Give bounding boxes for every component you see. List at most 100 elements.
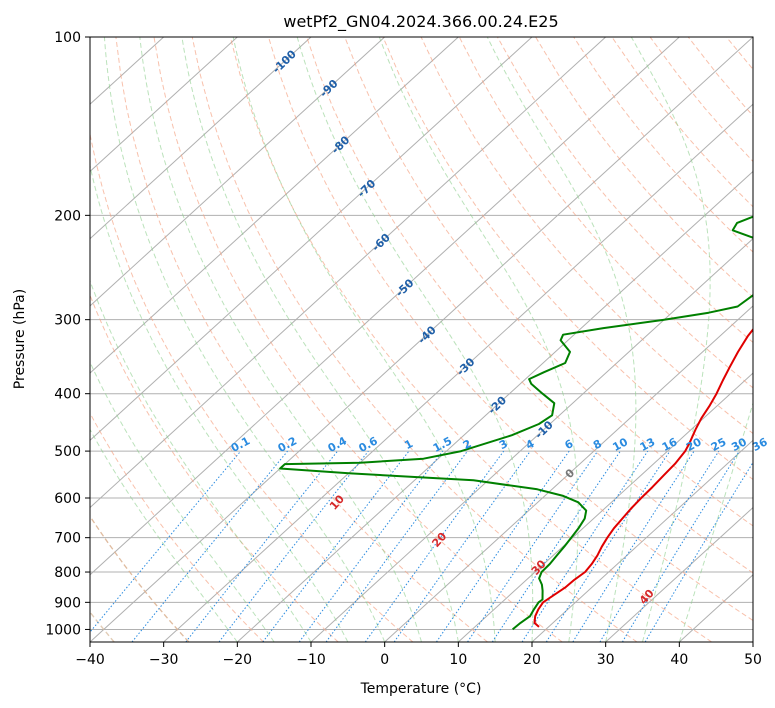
dry-adiabat-170 (726, 37, 753, 71)
isotherm-30 (605, 506, 753, 642)
mixing-ratio-line-30 (621, 450, 740, 642)
mixing-ratio-line-6 (435, 450, 570, 642)
mixing-ratio-label: 0.4 (326, 434, 350, 455)
dry-adiabat-label: 40 (637, 587, 657, 607)
mixing-ratio-label: 0.1 (229, 434, 252, 455)
moist-adiabat-35 (630, 37, 711, 642)
x-tick-label: 10 (449, 652, 467, 668)
moist-adiabat-20 (296, 37, 534, 642)
moist-adiabat--10 (90, 279, 312, 642)
y-tick-label: 900 (54, 595, 81, 611)
moist-adiabat--20 (90, 428, 238, 642)
dry-adiabat-label: 10 (327, 492, 347, 512)
mixing-ratio-label: 20 (684, 435, 704, 454)
mixing-ratio-line-1.5 (298, 450, 444, 642)
isotherm--20 (236, 170, 753, 642)
x-tick-label: −30 (149, 652, 179, 668)
mixing-ratio-label: 0.2 (276, 434, 299, 455)
mixing-ratio-line-0.1 (90, 450, 242, 633)
mixing-ratio-label: 1 (402, 437, 415, 452)
x-tick-label: −40 (75, 652, 105, 668)
moist-adiabat-10 (181, 37, 459, 642)
mixing-ratio-line-20 (572, 450, 695, 642)
isotherm-0 (384, 305, 753, 642)
moist-adiabat-5 (139, 37, 422, 642)
mixing-ratio-line-13 (521, 450, 649, 642)
isotherm-50 (752, 641, 753, 642)
y-tick-label: 400 (54, 387, 81, 403)
mixing-ratio-label: 3 (497, 437, 510, 452)
moist-adiabat-30 (486, 37, 637, 642)
mixing-ratio-line-16 (545, 450, 671, 642)
x-tick-label: 40 (670, 652, 688, 668)
moist-adiabat-40 (678, 401, 753, 642)
dry-adiabat-70 (344, 37, 753, 527)
dry-adiabat-110 (496, 37, 753, 344)
mixing-ratio-label: 10 (610, 435, 630, 454)
dewpoint-profile-line (279, 215, 753, 631)
temperature-profile-line (533, 327, 753, 628)
x-tick-label: 30 (597, 652, 615, 668)
mixing-ratio-line-25 (599, 450, 720, 642)
isotherm--70 (90, 37, 533, 442)
x-axis-label: Temperature (°C) (360, 681, 482, 697)
plot-frame (89, 36, 754, 643)
x-tick-label: 50 (744, 652, 762, 668)
dry-adiabat-30 (191, 37, 638, 642)
y-tick-label: 200 (54, 208, 81, 224)
y-tick-label: 100 (54, 30, 81, 46)
dry-adiabat-50 (268, 37, 753, 622)
x-tick-label: 20 (523, 652, 541, 668)
mixing-ratio-line-10 (491, 450, 621, 642)
y-axis-label: Pressure (hPa) (12, 289, 28, 389)
dry-adiabat-90 (420, 37, 753, 435)
mixing-ratio-label: 1.5 (431, 434, 454, 455)
dry-adiabat--30 (90, 515, 190, 642)
mixing-ratio-line-1 (262, 450, 410, 642)
mixing-ratio-line-2 (325, 450, 468, 642)
mixing-ratio-label: 36 (750, 435, 770, 454)
mixing-ratio-line-0.2 (131, 450, 288, 642)
isotherm--80 (90, 37, 459, 374)
x-tick-label: −20 (223, 652, 253, 668)
isotherm--30 (163, 103, 753, 642)
mixing-ratio-label: 25 (709, 435, 729, 454)
moist-adiabat-25 (378, 37, 579, 642)
dry-adiabat-140 (611, 37, 753, 208)
dry-adiabat-20 (153, 37, 563, 642)
isotherm--100 (90, 37, 312, 240)
mixing-ratio-line-3 (364, 450, 505, 642)
mixing-ratio-line-8 (467, 450, 599, 642)
isotherm--110 (90, 37, 238, 173)
y-tick-label: 600 (54, 491, 81, 507)
dry-adiabat-160 (687, 37, 753, 117)
mixing-ratio-label: 30 (729, 435, 749, 454)
dry-adiabat-40 (229, 37, 712, 642)
reference-adiabat--30 (90, 515, 190, 642)
y-tick-label: 800 (54, 565, 81, 581)
mixing-ratio-line-0.6 (218, 450, 369, 642)
mixing-ratio-line-36 (644, 461, 753, 642)
isotherm--50 (90, 37, 680, 576)
mixing-ratio-label: 16 (660, 435, 680, 454)
moist-adiabat-0 (103, 37, 386, 642)
dry-adiabat-0 (90, 131, 414, 642)
mixing-ratio-label: 0.6 (356, 434, 380, 455)
y-tick-label: 300 (54, 313, 81, 329)
dry-adiabat-180 (765, 37, 775, 642)
moist-adiabat-15 (232, 37, 496, 642)
dry-adiabat-label: 20 (430, 530, 450, 550)
dry-adiabat-10 (115, 37, 488, 642)
dry-adiabat-150 (649, 37, 753, 163)
x-tick-label: 0 (380, 652, 389, 668)
mixing-ratio-label: 13 (638, 435, 658, 454)
mixing-ratio-label: 4 (524, 437, 537, 452)
y-tick-label: 1000 (45, 622, 81, 638)
isotherm-20 (531, 439, 753, 642)
mixing-ratio-line-4 (393, 450, 531, 642)
y-tick-label: 500 (54, 444, 81, 460)
y-tick-label: 700 (54, 531, 81, 547)
isotherm--90 (90, 37, 386, 307)
mixing-ratio-line-0.4 (185, 450, 338, 642)
